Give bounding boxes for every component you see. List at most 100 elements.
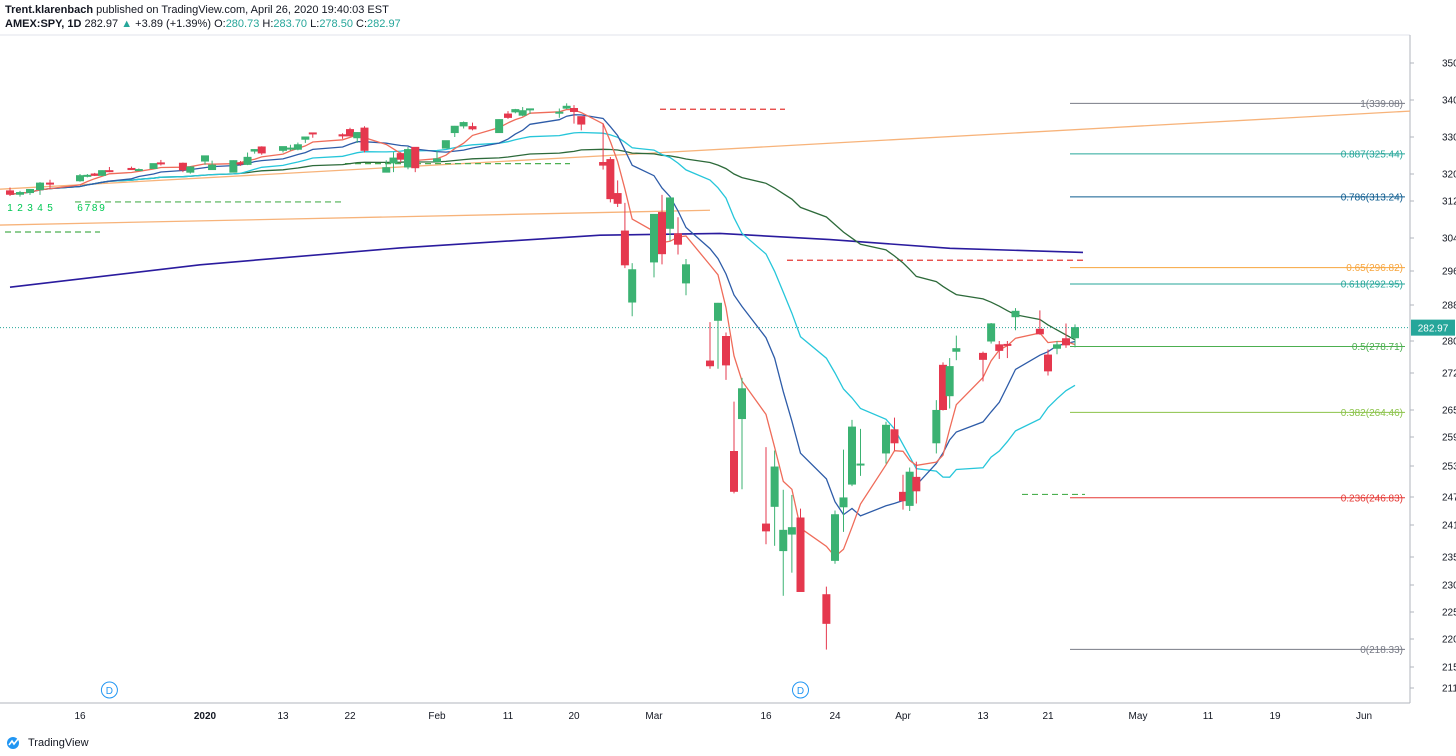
time-tick-label: May — [1129, 711, 1148, 722]
price-tick-label: 272.50 — [1442, 369, 1456, 380]
time-tick-label: 2020 — [194, 711, 217, 722]
time-tick-label: Mar — [645, 711, 663, 722]
fib-level-label: 0.786(313.24) — [1341, 192, 1403, 203]
price-tick-label: 304.00 — [1442, 234, 1456, 245]
candle-body — [682, 264, 690, 284]
time-tick-label: 19 — [1269, 711, 1281, 722]
price-tick-label: 320.00 — [1442, 170, 1456, 181]
trendline-lower — [0, 209, 711, 226]
current-price-label: 282.97 — [1418, 324, 1449, 335]
candle-body — [555, 111, 564, 114]
time-tick-label: 13 — [977, 711, 989, 722]
candle-body — [495, 119, 504, 134]
candle-body — [36, 182, 44, 191]
symbol-label[interactable]: AMEX:SPY, 1D — [5, 18, 82, 30]
candle-body — [650, 213, 658, 263]
price-tick-label: 312.00 — [1442, 197, 1456, 208]
candle-body — [16, 192, 24, 195]
candle-body — [134, 169, 143, 172]
dividend-marker-icon[interactable] — [792, 681, 809, 699]
time-tick-label: 11 — [503, 711, 514, 722]
price-tick-label: 211.50 — [1442, 684, 1456, 695]
candle-body — [518, 110, 527, 116]
candle-body — [995, 344, 1004, 351]
candle-body — [1062, 338, 1070, 346]
change-arrow-icon: ▲ — [121, 18, 133, 30]
candle-body — [229, 160, 238, 173]
time-tick-label: 16 — [760, 711, 772, 722]
low-label: L: — [310, 18, 320, 30]
candle-body — [1003, 343, 1012, 346]
time-tick-label: 16 — [74, 711, 86, 722]
candle-body — [932, 409, 941, 444]
candle-body — [899, 491, 907, 502]
price-tick-label: 230.00 — [1442, 581, 1456, 592]
candle-body — [433, 158, 441, 162]
dividend-marker-icon[interactable] — [100, 681, 118, 699]
price-tick-label: 350.00 — [1442, 59, 1456, 70]
author-name[interactable]: Trent.klarenbach — [5, 4, 94, 16]
candle-body — [628, 269, 637, 303]
high-label: H: — [262, 18, 274, 30]
time-tick-label: Jun — [1356, 711, 1372, 722]
candle-body — [738, 388, 746, 420]
price-chart[interactable]: 350.00 340.00 330.00 320.00 312.00 304.00 296.… — [0, 0, 1456, 734]
trendline-upper — [0, 110, 1411, 190]
candle-body — [1053, 344, 1061, 349]
candle-body — [98, 170, 107, 176]
price-tick-label: 225.00 — [1442, 608, 1456, 619]
open-value: 280.73 — [225, 18, 260, 30]
candle-body — [468, 126, 477, 130]
fib-level-label: 0.382(264.46) — [1341, 408, 1403, 419]
fib-level-label: 0.887(325.44) — [1341, 149, 1403, 160]
setup-count-label: 9 — [99, 203, 105, 214]
candle-body — [730, 451, 738, 492]
candle-body — [511, 109, 520, 113]
price-tick-label: 253.00 — [1442, 462, 1456, 473]
price-tick-label: 330.00 — [1442, 133, 1456, 144]
time-tick-label: 24 — [829, 711, 841, 722]
brand-name[interactable]: TradingView — [28, 737, 89, 749]
close-label: C: — [356, 18, 368, 30]
current-price-badge — [1411, 319, 1455, 336]
price-change: +3.89 (+1.39%) — [135, 18, 211, 30]
footer: TradingView — [6, 734, 89, 752]
candle-body — [257, 146, 266, 154]
tradingview-logo-icon[interactable] — [6, 736, 24, 750]
price-tick-label: 340.00 — [1442, 96, 1456, 107]
candle-body — [236, 162, 245, 165]
price-tick-label: 288.00 — [1442, 301, 1456, 312]
candle-body — [360, 127, 369, 151]
candle-body — [796, 517, 805, 592]
chart-header: Trent.klarenbach published on TradingVie… — [5, 3, 705, 33]
candle-body — [1044, 354, 1052, 372]
candle-body — [882, 424, 890, 454]
candle-body — [620, 230, 629, 266]
setup-count-label: 5 — [47, 203, 53, 214]
ma-10-line — [9, 114, 1076, 517]
price-tick-label: 296.00 — [1442, 267, 1456, 278]
candle-body — [939, 364, 947, 411]
candle-body — [787, 527, 796, 535]
setup-count-label: 2 — [17, 203, 23, 214]
ma-50-line — [9, 148, 1076, 341]
candle-body — [905, 471, 914, 506]
candle-body — [286, 147, 295, 150]
setup-count-label: 4 — [37, 203, 43, 214]
candle-body — [848, 426, 856, 485]
price-tick-label: 215.50 — [1442, 663, 1456, 674]
close-value: 282.97 — [367, 18, 401, 30]
candle-body — [411, 146, 420, 169]
candle-body — [459, 122, 468, 127]
time-tick-label: Feb — [428, 711, 446, 722]
candle-body — [208, 164, 217, 171]
candle-body — [562, 105, 571, 109]
candle-body — [606, 159, 615, 200]
candle-body — [831, 514, 839, 561]
candle-body — [396, 153, 405, 160]
candle-body — [156, 162, 165, 165]
candle-body — [186, 166, 195, 173]
candle-body — [293, 144, 302, 150]
candle-body — [599, 162, 608, 166]
candle-body — [301, 136, 310, 140]
